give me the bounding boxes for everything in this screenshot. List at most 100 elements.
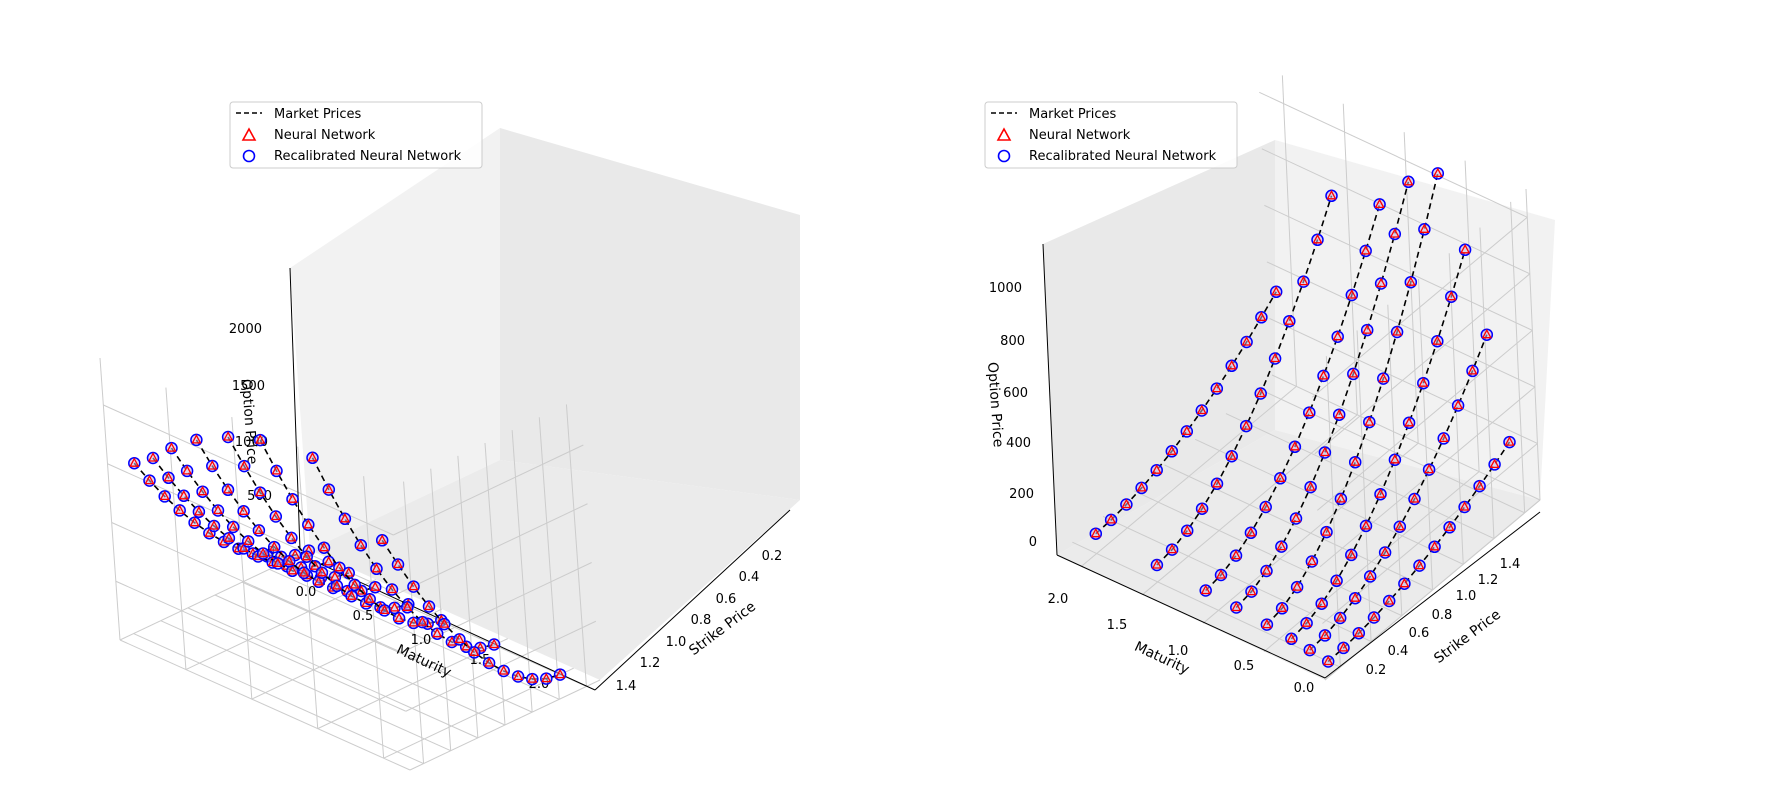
gridline xyxy=(1525,188,1541,501)
neural-network-point xyxy=(255,486,266,497)
gridline xyxy=(1464,160,1480,472)
legend-market-label: Market Prices xyxy=(274,107,362,122)
y-tick-label: 1.0 xyxy=(1456,589,1477,604)
x-axis-line-right xyxy=(1324,511,1541,679)
x-tick-label: 0.0 xyxy=(296,585,317,600)
plot-data-left xyxy=(128,430,567,686)
neural-network-point xyxy=(1419,223,1430,233)
axes-left: 0 500 1000 1500 2000 0.0 0.5 1.0 1.5 2.0… xyxy=(99,101,800,771)
neural-network-point xyxy=(1326,189,1337,200)
neural-network-point xyxy=(238,542,249,553)
gridline xyxy=(383,667,574,759)
gridline xyxy=(1141,414,1358,596)
neural-network-point xyxy=(1196,404,1207,415)
neural-network-point xyxy=(1316,597,1327,608)
neural-network-point xyxy=(147,452,159,462)
y-tick-label: 0.8 xyxy=(1432,608,1453,623)
neural-network-point xyxy=(1389,453,1400,464)
gridline xyxy=(111,522,402,653)
neural-network-point xyxy=(253,524,264,535)
y-tick-label: 0.2 xyxy=(762,549,783,564)
y-tick-label: 1.2 xyxy=(1478,573,1499,588)
neural-network-point xyxy=(370,581,381,591)
neural-network-point xyxy=(1432,335,1443,345)
z-axis-line-right xyxy=(1042,243,1058,556)
neural-network-point xyxy=(432,627,443,638)
z-axis-label-left: Option Price xyxy=(238,379,260,465)
neural-network-point xyxy=(222,483,234,494)
neural-network-point xyxy=(228,521,239,531)
gridline xyxy=(1263,471,1480,652)
neural-network-point xyxy=(1481,328,1492,339)
neural-network-point xyxy=(193,505,204,516)
neural-network-point xyxy=(1245,526,1256,537)
neural-network-point xyxy=(1334,408,1345,419)
neural-network-point xyxy=(386,583,398,594)
z-tick-label: 2000 xyxy=(229,322,262,337)
neural-network-point xyxy=(313,575,324,586)
gridline xyxy=(1319,386,1536,568)
neural-network-point xyxy=(178,489,189,500)
gridline xyxy=(1072,541,1341,668)
neural-network-point xyxy=(1290,512,1302,523)
neural-network-point xyxy=(1360,520,1372,530)
neural-network-point xyxy=(1231,601,1242,612)
neural-network-point xyxy=(1182,524,1193,535)
legend-nn-label: Neural Network xyxy=(1029,128,1131,143)
neural-network-point xyxy=(1392,326,1403,336)
gridline xyxy=(119,639,411,771)
z-ticks-right: 0 200 400 600 800 1000 xyxy=(989,281,1037,550)
neural-network-point xyxy=(1261,618,1272,629)
y-ticks-left: 0.2 0.4 0.6 0.8 1.0 1.2 1.4 xyxy=(616,549,783,694)
plot-data-right xyxy=(1089,167,1516,668)
gridline xyxy=(1510,201,1526,513)
gridline xyxy=(241,581,533,713)
legend-recal-label: Recalibrated Neural Network xyxy=(274,149,462,164)
neural-network-point xyxy=(349,579,360,589)
gridline xyxy=(187,607,479,739)
pane-left-wall-right xyxy=(500,128,800,500)
neural-network-point xyxy=(1319,446,1330,457)
neural-network-point xyxy=(238,505,249,515)
neural-network-point xyxy=(1121,498,1132,509)
neural-network-point xyxy=(402,601,413,611)
neural-network-point xyxy=(255,434,266,444)
panes-left xyxy=(290,128,800,680)
gridline xyxy=(115,580,407,712)
neural-network-point xyxy=(166,442,177,452)
neural-network-point xyxy=(208,520,220,530)
neural-network-point xyxy=(301,550,312,561)
y-tick-label: 1.4 xyxy=(616,679,637,694)
neural-network-point xyxy=(323,555,334,566)
neural-network-point xyxy=(394,612,405,622)
neural-network-point xyxy=(1230,549,1242,560)
z-tick-label: 1500 xyxy=(232,379,265,394)
neural-network-point xyxy=(469,646,480,657)
neural-network-point xyxy=(364,593,375,603)
gridline xyxy=(1479,227,1495,539)
neural-network-point xyxy=(1331,574,1342,585)
z-tick-label: 200 xyxy=(1009,487,1034,502)
legend-nn-swatch xyxy=(996,127,1012,141)
neural-network-point xyxy=(1256,311,1267,321)
neural-network-point xyxy=(1271,285,1282,296)
neural-network-point xyxy=(527,673,538,683)
neural-network-point xyxy=(1166,445,1177,455)
y-tick-label: 0.2 xyxy=(1366,663,1387,678)
legend-frame xyxy=(229,101,483,169)
y-axis-label-left: Strike Price xyxy=(686,599,759,659)
y-tick-label: 0.4 xyxy=(1388,644,1409,659)
neural-network-point xyxy=(1429,540,1440,551)
pane-right-wall-left xyxy=(1043,140,1275,555)
neural-network-point xyxy=(1368,611,1380,622)
neural-network-point xyxy=(174,504,185,515)
neural-network-point xyxy=(498,665,509,675)
neural-network-point xyxy=(1459,501,1470,511)
neural-network-point xyxy=(1474,480,1485,490)
neural-network-point xyxy=(377,534,388,544)
neural-network-point xyxy=(239,460,250,470)
neural-network-point xyxy=(243,535,254,546)
z-tick-label: 600 xyxy=(1003,386,1028,401)
neural-network-point xyxy=(207,460,218,470)
gridline xyxy=(397,503,588,595)
